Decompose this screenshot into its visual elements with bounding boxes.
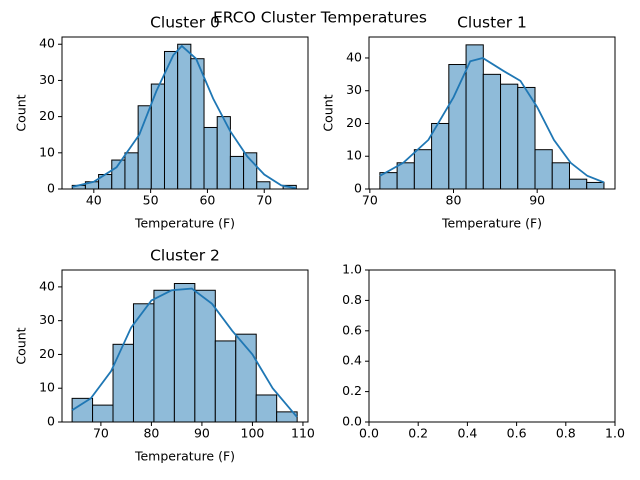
x-tick-label: 0.4 <box>457 426 477 441</box>
bar <box>255 394 278 423</box>
y-tick-label: 0 <box>47 181 55 196</box>
bar <box>173 283 196 423</box>
bar <box>153 289 175 423</box>
y-tick-label: 0.0 <box>342 414 362 429</box>
x-tick-label: 40 <box>86 193 102 208</box>
x-tick-label: 70 <box>93 426 109 441</box>
axes-frame <box>368 36 616 190</box>
x-tick-label: 60 <box>199 193 215 208</box>
kde-line <box>379 56 605 184</box>
x-tick-label: 0.6 <box>507 426 527 441</box>
y-tick-label: 0.2 <box>342 383 362 398</box>
bar <box>586 181 605 190</box>
bar <box>112 343 134 423</box>
y-tick-label: 20 <box>39 108 55 123</box>
y-tick-label: 1.0 <box>342 262 362 277</box>
y-tick-label: 20 <box>39 346 55 361</box>
x-tick-label: 110 <box>291 426 315 441</box>
y-tick-label: 10 <box>346 148 362 163</box>
y-tick-label: 0 <box>354 181 362 196</box>
y-tick-label: 0.6 <box>342 322 362 337</box>
bar <box>163 50 179 190</box>
x-tick-label: 80 <box>143 426 159 441</box>
bar <box>568 178 588 190</box>
bar <box>229 155 245 190</box>
bar <box>203 126 218 190</box>
y-axis-label: Count <box>321 94 336 131</box>
kde-line <box>71 287 298 418</box>
bar <box>396 162 415 190</box>
x-tick-label: 100 <box>241 426 265 441</box>
axes-frame <box>61 36 309 190</box>
axes-frame <box>368 269 616 423</box>
kde-line <box>72 44 297 190</box>
figure-title: ERCO Cluster Temperatures <box>213 9 427 27</box>
y-axis-label: Count <box>14 94 29 131</box>
bar <box>124 152 139 190</box>
bar <box>413 149 433 190</box>
bar <box>194 289 216 423</box>
subplot-title: Cluster 0 <box>150 14 220 32</box>
bar <box>482 73 502 190</box>
y-tick-label: 10 <box>39 144 55 159</box>
subplot-title: Cluster 2 <box>150 247 220 265</box>
x-tick-label: 90 <box>529 193 545 208</box>
bar <box>534 149 553 190</box>
y-tick-label: 20 <box>346 115 362 130</box>
x-tick-label: 0.0 <box>359 426 379 441</box>
bar <box>137 105 152 190</box>
bar <box>92 404 114 423</box>
bar <box>551 162 570 190</box>
y-tick-label: 30 <box>39 72 55 87</box>
x-tick-label: 1.0 <box>605 426 625 441</box>
y-tick-label: 40 <box>39 36 55 51</box>
bar <box>214 340 237 423</box>
bar <box>256 181 271 190</box>
bar <box>190 58 205 190</box>
y-tick-label: 0 <box>47 414 55 429</box>
bar <box>243 152 258 190</box>
bar <box>448 64 467 190</box>
y-axis-label: Count <box>14 327 29 364</box>
x-tick-label: 90 <box>194 426 210 441</box>
y-tick-label: 0.4 <box>342 353 362 368</box>
x-tick-label: 0.2 <box>408 426 428 441</box>
y-tick-label: 0.8 <box>342 292 362 307</box>
axes-frame <box>61 269 309 423</box>
y-tick-label: 30 <box>39 312 55 327</box>
x-tick-label: 50 <box>143 193 159 208</box>
x-axis-label: Temperature (F) <box>441 216 542 231</box>
bar <box>517 86 536 190</box>
x-tick-label: 70 <box>256 193 272 208</box>
y-tick-label: 40 <box>346 49 362 64</box>
subplot-title: Cluster 1 <box>457 14 527 32</box>
bar <box>500 83 519 190</box>
bar <box>431 122 450 190</box>
x-tick-label: 80 <box>446 193 462 208</box>
x-axis-label: Temperature (F) <box>134 449 235 464</box>
x-tick-label: 0.8 <box>556 426 576 441</box>
y-tick-label: 40 <box>39 278 55 293</box>
x-axis-label: Temperature (F) <box>134 216 235 231</box>
bar <box>71 397 94 423</box>
x-tick-label: 70 <box>362 193 378 208</box>
y-tick-label: 10 <box>39 380 55 395</box>
bar <box>177 43 192 190</box>
y-tick-label: 30 <box>346 82 362 97</box>
